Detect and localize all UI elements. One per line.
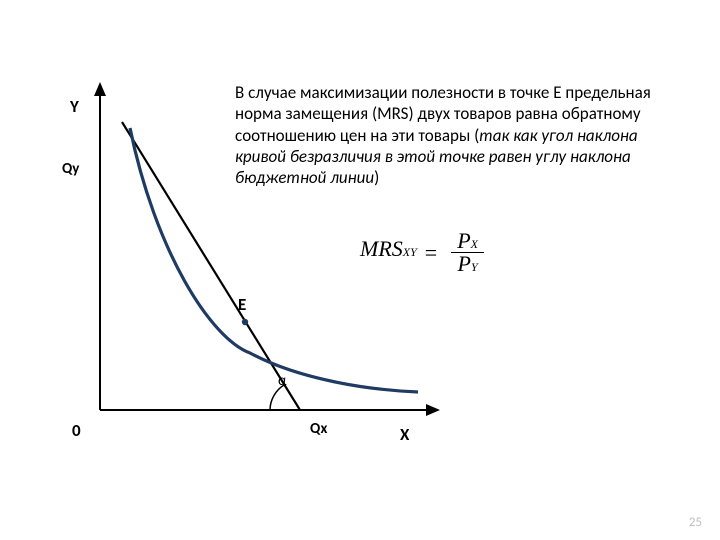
angle-arc xyxy=(270,385,284,410)
budget-line xyxy=(122,122,300,410)
indifference-curve xyxy=(130,128,418,392)
page-number: 25 xyxy=(689,515,702,530)
x-axis-arrow xyxy=(426,404,440,416)
economics-diagram xyxy=(0,0,720,540)
y-axis-arrow xyxy=(94,82,106,96)
slide-stage: В случае максимизации полезности в точке… xyxy=(0,0,720,540)
tangent-point xyxy=(242,319,248,325)
